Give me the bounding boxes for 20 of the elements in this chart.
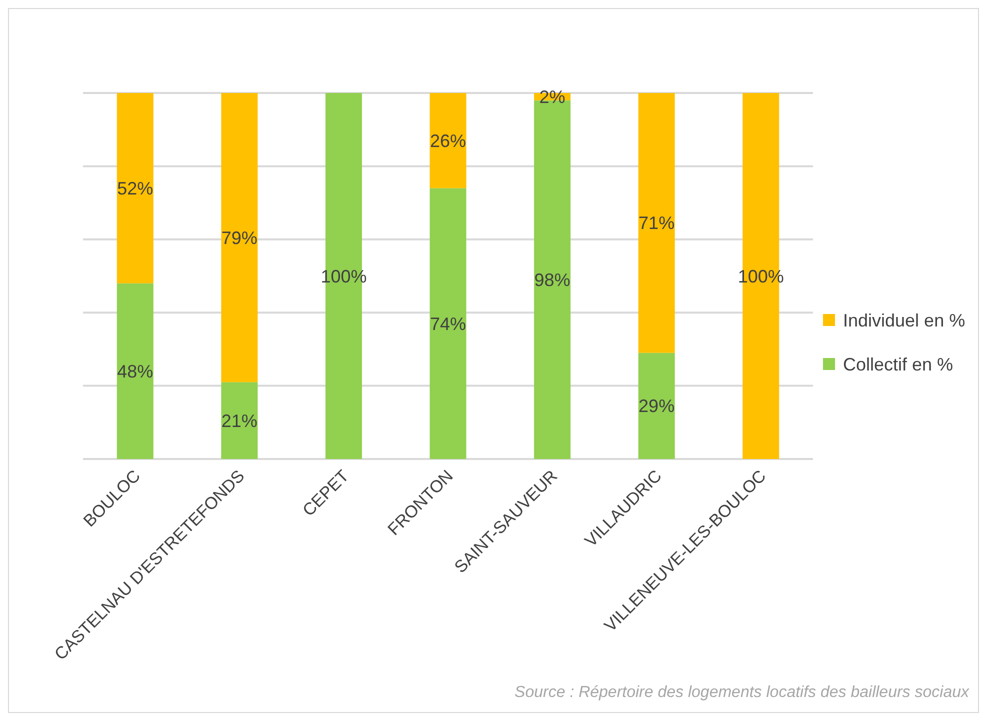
legend-label: Individuel en % <box>843 310 966 330</box>
data-label: 98% <box>534 270 570 290</box>
bar <box>221 93 258 382</box>
bar <box>430 188 466 459</box>
bar <box>638 352 675 459</box>
legend-label: Collectif en % <box>843 354 954 374</box>
source-note: Source : Répertoire des logements locatifs des bailleurs sociaux <box>514 684 970 701</box>
bar <box>221 382 258 459</box>
data-label: 79% <box>221 228 258 248</box>
data-label: 52% <box>117 178 154 198</box>
bar <box>116 93 154 284</box>
data-label: 26% <box>430 130 466 151</box>
bar <box>638 93 675 353</box>
data-label: 48% <box>117 361 154 382</box>
data-label: 21% <box>221 410 258 431</box>
bar <box>430 93 466 188</box>
data-label: 29% <box>638 396 675 416</box>
bar <box>116 283 154 459</box>
data-label: 71% <box>638 213 675 234</box>
data-label: 74% <box>430 314 466 334</box>
